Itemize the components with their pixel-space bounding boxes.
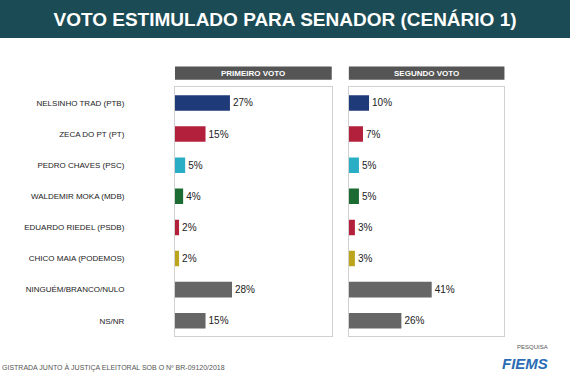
svg-text:GISTRADA JUNTO À JUSTIÇA ELEIT: GISTRADA JUNTO À JUSTIÇA ELEITORAL SOB O… (2, 363, 225, 372)
svg-text:2%: 2% (182, 253, 197, 264)
svg-text:15%: 15% (209, 129, 229, 140)
svg-text:2%: 2% (182, 222, 197, 233)
svg-text:PESQUISA: PESQUISA (517, 344, 548, 350)
svg-text:PEDRO CHAVES (PSC): PEDRO CHAVES (PSC) (37, 161, 124, 170)
svg-text:3%: 3% (358, 253, 373, 264)
svg-text:5%: 5% (362, 191, 377, 202)
svg-text:3%: 3% (358, 222, 373, 233)
svg-text:VOTO ESTIMULADO PARA SENADOR (: VOTO ESTIMULADO PARA SENADOR (CENÁRIO 1) (53, 9, 516, 30)
svg-text:26%: 26% (404, 315, 424, 326)
svg-text:NINGUÉM/BRANCO/NULO: NINGUÉM/BRANCO/NULO (26, 285, 125, 294)
svg-text:7%: 7% (366, 129, 381, 140)
svg-text:FIEMS: FIEMS (502, 355, 548, 372)
svg-text:EDUARDO RIEDEL (PSDB): EDUARDO RIEDEL (PSDB) (24, 223, 125, 232)
svg-text:NS/NR: NS/NR (99, 317, 124, 326)
svg-text:CHICO MAIA (PODEMOS): CHICO MAIA (PODEMOS) (29, 254, 125, 263)
svg-text:27%: 27% (233, 97, 253, 108)
svg-text:5%: 5% (188, 160, 203, 171)
svg-text:41%: 41% (435, 284, 455, 295)
svg-text:SEGUNDO VOTO: SEGUNDO VOTO (394, 69, 459, 78)
svg-text:15%: 15% (209, 315, 229, 326)
svg-text:28%: 28% (235, 284, 255, 295)
svg-text:ZECA DO PT (PT): ZECA DO PT (PT) (59, 130, 125, 139)
svg-text:10%: 10% (372, 97, 392, 108)
svg-text:WALDEMIR MOKA (MDB): WALDEMIR MOKA (MDB) (31, 192, 125, 201)
svg-text:NELSINHO TRAD (PTB): NELSINHO TRAD (PTB) (37, 99, 125, 108)
svg-text:5%: 5% (362, 160, 377, 171)
svg-text:PRIMEIRO VOTO: PRIMEIRO VOTO (221, 69, 285, 78)
svg-text:4%: 4% (186, 191, 201, 202)
